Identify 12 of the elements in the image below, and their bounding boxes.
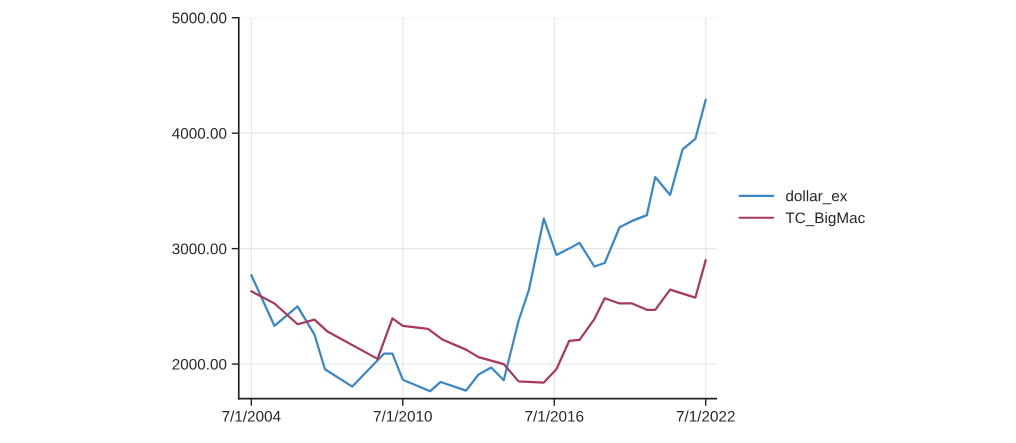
y-tick-label: 2000.00 <box>172 358 227 370</box>
y-tick-label: 3000.00 <box>172 243 227 255</box>
x-tick-label: 7/1/2016 <box>525 410 584 422</box>
line-series <box>250 98 707 393</box>
y-tick-label: 4000.00 <box>172 128 227 139</box>
legend-label: dollar_ex <box>786 190 848 205</box>
line-series <box>250 259 707 384</box>
x-tick-label: 7/1/2004 <box>222 410 281 422</box>
x-tick-label: 7/1/2022 <box>676 410 735 422</box>
legend-label: TC_BigMac <box>785 212 865 227</box>
y-tick-label: 5000.00 <box>172 12 227 24</box>
x-tick-label: 7/1/2010 <box>373 410 432 422</box>
